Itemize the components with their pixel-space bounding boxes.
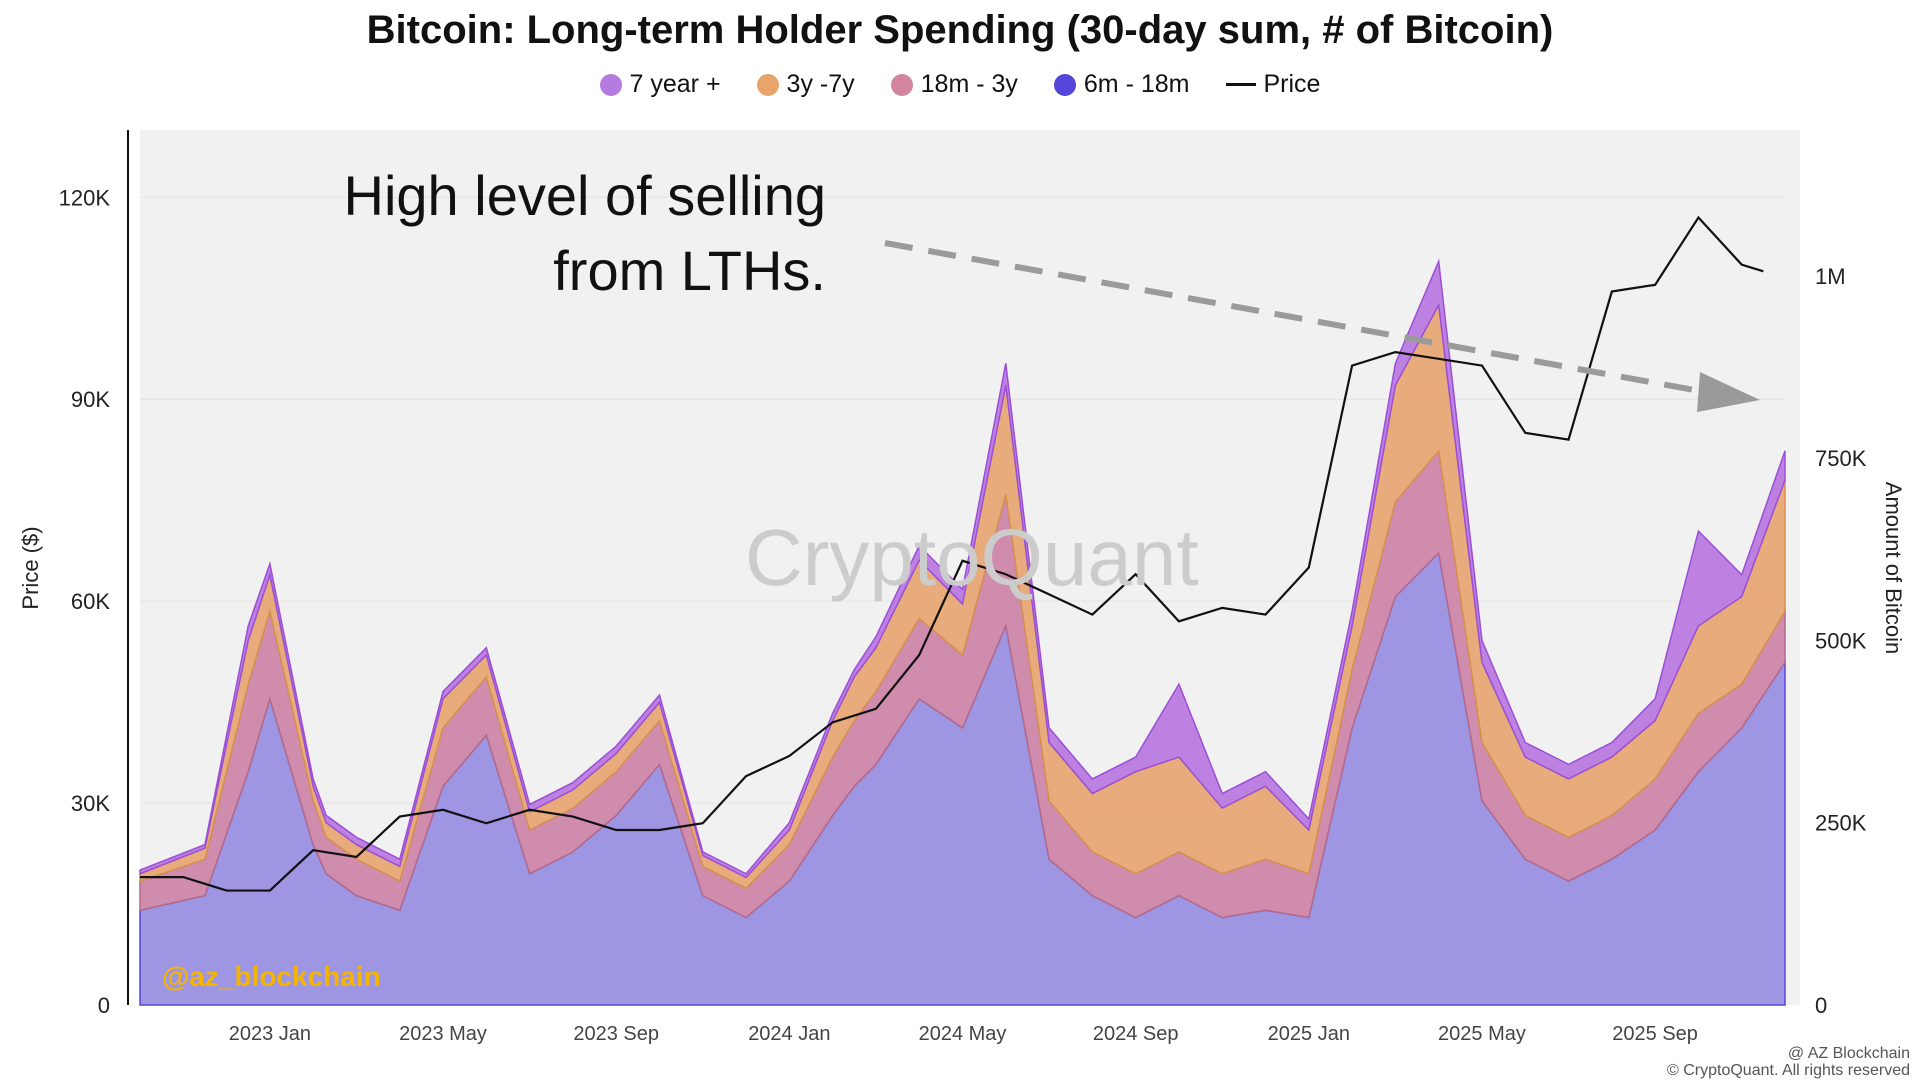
legend-label-7-year: 7 year + (629, 70, 721, 98)
annotation-line-2: from LTHs. (553, 239, 826, 302)
y-left-tick-4: 120K (59, 185, 111, 210)
y-right-tick-1: 250K (1815, 811, 1867, 836)
y-left-tick-3: 90K (71, 387, 110, 412)
y-axis-left-label: Price ($) (18, 526, 43, 609)
legend-item-price[interactable]: Price (1225, 70, 1321, 99)
trend-arrow-head (1697, 372, 1760, 412)
legend-line-price (1225, 83, 1256, 86)
legend-item-6m-18m[interactable]: 6m - 18m (1053, 70, 1190, 99)
legend-item-18m-3y[interactable]: 18m - 3y (890, 70, 1018, 99)
x-tick-3: 2024 Jan (748, 1023, 830, 1045)
y-axis-left: 0 30K 60K 90K 120K (59, 185, 111, 1018)
x-axis: 2023 Jan 2023 May 2023 Sep 2024 Jan 2024 May… (229, 1023, 1698, 1045)
y-left-tick-2: 60K (71, 589, 110, 614)
y-axis-right-label: Amount of Bitcoin (1881, 482, 1906, 654)
legend-swatch-7-year (599, 73, 622, 96)
legend: 7 year + 3y -7y 18m - 3y 6m - 18m Price (0, 70, 1920, 99)
area-series (139, 258, 1786, 1006)
y-right-tick-2: 500K (1815, 628, 1867, 653)
y-left-tick-0: 0 (98, 993, 110, 1018)
x-tick-0: 2023 Jan (229, 1023, 311, 1045)
x-tick-1: 2023 May (399, 1023, 487, 1045)
legend-label-price: Price (1263, 70, 1321, 98)
trend-arrow-line (884, 240, 1706, 395)
legend-item-3y-7y[interactable]: 3y -7y (756, 70, 855, 99)
y-right-tick-3: 750K (1815, 446, 1867, 471)
x-tick-6: 2025 Jan (1268, 1023, 1350, 1045)
legend-label-18m-3y: 18m - 3y (920, 70, 1018, 98)
price-line-path (140, 215, 1764, 892)
trend-arrow (884, 240, 1760, 412)
legend-item-7-year[interactable]: 7 year + (599, 70, 721, 99)
x-tick-7: 2025 May (1438, 1023, 1526, 1045)
legend-swatch-18m-3y (890, 73, 913, 96)
legend-swatch-3y-7y (756, 73, 779, 96)
x-tick-2: 2023 Sep (573, 1023, 659, 1045)
legend-label-3y-7y: 3y -7y (786, 70, 855, 98)
chart-title: Bitcoin: Long-term Holder Spending (30-d… (366, 8, 1554, 52)
watermark-text: CryptoQuant (745, 513, 1199, 602)
legend-label-6m-18m: 6m - 18m (1083, 70, 1190, 98)
annotation-line-1: High level of selling (344, 164, 826, 227)
y-left-tick-1: 30K (71, 791, 110, 816)
x-tick-5: 2024 Sep (1093, 1023, 1179, 1045)
credit-label: @az_blockchain (162, 961, 381, 992)
y-axis-right: 0 250K 500K 750K 1M (1815, 264, 1867, 1018)
brand-tag: @ AZ Blockchain (1788, 1045, 1910, 1062)
x-tick-8: 2025 Sep (1612, 1023, 1698, 1045)
price-series (140, 215, 1764, 892)
copyright-text: © CryptoQuant. All rights reserved (1667, 1062, 1910, 1079)
y-right-tick-0: 0 (1815, 993, 1827, 1018)
legend-swatch-6m-18m (1053, 73, 1076, 96)
area-7-year- (139, 258, 1786, 879)
y-right-tick-4: 1M (1815, 264, 1846, 289)
x-tick-4: 2024 May (919, 1023, 1007, 1045)
